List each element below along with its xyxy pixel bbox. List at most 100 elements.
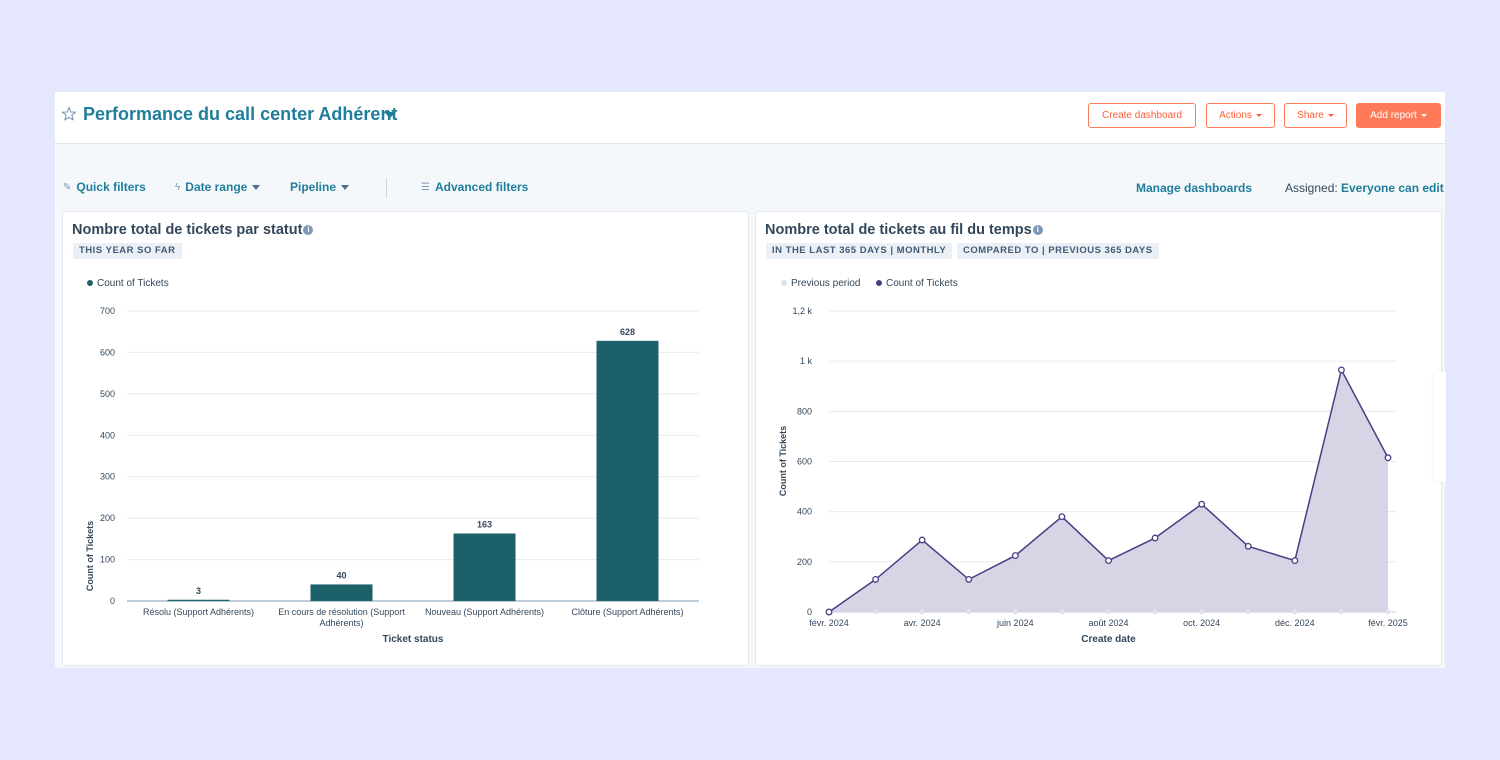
assigned-value-link[interactable]: Everyone can edit [1341, 181, 1444, 195]
y-tick-label: 0 [110, 596, 115, 606]
area-chart: Previous period Count of Tickets 0 200 400 60… [778, 278, 1408, 645]
x-tick-label: févr. 2025 [1368, 618, 1408, 628]
sliders-icon: ☰ [421, 181, 430, 193]
date-range-filter[interactable]: ϟ Date range [175, 180, 261, 194]
add-report-caret-icon [1420, 114, 1427, 117]
x-tick-label: avr. 2024 [904, 618, 941, 628]
legend-label-count: Count of Tickets [886, 278, 958, 289]
y-tick-label: 100 [100, 555, 115, 565]
point-previous [1106, 609, 1111, 615]
point-previous [1385, 609, 1391, 615]
bar-value-label: 40 [336, 570, 346, 580]
y-tick-label: 400 [797, 507, 812, 517]
assigned-label: Assigned: [1285, 181, 1338, 195]
y-tick-label: 800 [797, 406, 812, 416]
actions-label: Actions [1219, 110, 1252, 121]
x-axis-title: Ticket status [383, 634, 444, 645]
manage-dashboards-label: Manage dashboards [1136, 181, 1253, 195]
report-card-tickets-by-status[interactable]: Nombre total de tickets par statut i THIS… [62, 211, 749, 666]
pipeline-caret-icon [341, 184, 350, 190]
x-tick-label: août 2024 [1088, 618, 1128, 628]
quick-filters-link[interactable]: ✎ Quick filters [63, 180, 146, 194]
data-point [1058, 513, 1066, 521]
data-point [1198, 500, 1206, 508]
pipeline-filter[interactable]: Pipeline [290, 180, 350, 194]
y-tick-label: 600 [797, 457, 812, 467]
assigned-value: Everyone can edit [1341, 181, 1444, 195]
y-tick-label: 1 k [800, 356, 813, 366]
y-tick-label: 700 [100, 306, 115, 316]
bar [596, 340, 659, 601]
x-tick-label: févr. 2024 [809, 618, 849, 628]
x-tick-label: déc. 2024 [1275, 618, 1315, 628]
point-previous [919, 609, 925, 615]
y-tick-label: 300 [100, 472, 115, 482]
card-title-text: Nombre total de tickets au fil du temps [765, 222, 1032, 238]
add-report-label: Add report [1370, 110, 1417, 121]
advanced-filters-link[interactable]: ☰ Advanced filters [421, 180, 528, 194]
x-tick-label: Résolu (Support Adhérents) [143, 607, 254, 617]
point-previous [1292, 609, 1298, 615]
favorite-star-icon[interactable] [61, 106, 77, 122]
dashboard-app: Performance du call center Adhérent Crea… [55, 92, 1445, 668]
date-range-caret-icon [252, 184, 261, 190]
lightning-icon: ϟ [175, 181, 181, 193]
x-tick-label: Nouveau (Support Adhérents) [425, 607, 544, 617]
point-previous [1059, 609, 1065, 615]
filter-divider [386, 178, 387, 198]
quick-filters-label: Quick filters [76, 180, 146, 194]
y-axis-title: Count of Tickets [778, 426, 788, 496]
bar [167, 599, 230, 601]
comparison-tag: COMPARED TO | PREVIOUS 365 DAYS [957, 243, 1159, 259]
info-icon[interactable]: i [1032, 225, 1043, 235]
report-card-tickets-over-time[interactable]: Nombre total de tickets au fil du temps i… [755, 211, 1442, 666]
bar [453, 533, 516, 601]
actions-button[interactable]: Actions [1206, 103, 1275, 128]
legend-marker-previous [781, 280, 787, 286]
advanced-filters-label: Advanced filters [434, 180, 529, 194]
data-point [872, 575, 880, 583]
x-tick-label: juin 2024 [996, 618, 1034, 628]
create-dashboard-button[interactable]: Create dashboard [1088, 103, 1196, 128]
date-range-tag: THIS YEAR SO FAR [73, 243, 182, 259]
pipeline-label: Pipeline [290, 180, 337, 194]
bar-value-label: 163 [477, 519, 492, 529]
area-fill [829, 369, 1388, 612]
date-range-tag: IN THE LAST 365 DAYS | MONTHLY [766, 243, 953, 259]
side-panel-handle[interactable] [1434, 372, 1446, 482]
share-button[interactable]: Share [1284, 103, 1347, 128]
legend-label-previous: Previous period [791, 278, 860, 289]
point-previous [1152, 609, 1158, 615]
y-tick-label: 200 [100, 513, 115, 523]
point-previous [1338, 609, 1344, 615]
y-tick-label: 0 [807, 607, 812, 617]
data-point [1337, 366, 1345, 374]
data-point [1105, 557, 1112, 565]
card-title-text: Nombre total de tickets par statut [72, 222, 303, 238]
card-title: Nombre total de tickets par statut i [72, 222, 314, 238]
card-title: Nombre total de tickets au fil du temps i [765, 222, 1043, 238]
bar-value-label: 628 [620, 327, 635, 337]
y-axis-title: Count of Tickets [85, 521, 95, 591]
info-icon[interactable]: i [303, 225, 314, 235]
add-report-button[interactable]: Add report [1356, 103, 1441, 128]
y-tick-label: 1,2 k [792, 306, 812, 316]
bar [310, 584, 373, 601]
bar-value-label: 3 [196, 586, 201, 596]
data-point [918, 536, 926, 544]
date-range-label: Date range [185, 180, 248, 194]
legend-marker-count [87, 280, 93, 286]
y-tick-label: 500 [100, 389, 115, 399]
data-point [1291, 557, 1299, 565]
data-point [825, 608, 833, 616]
data-point [1151, 534, 1159, 542]
dashboard-header: Performance du call center Adhérent Crea… [55, 92, 1445, 144]
dashboard-switcher-chevron-icon[interactable] [384, 112, 396, 118]
manage-dashboards-link[interactable]: Manage dashboards [1136, 181, 1252, 195]
data-point [1384, 454, 1392, 462]
dashboard-title[interactable]: Performance du call center Adhérent [83, 104, 398, 124]
x-tick-label: oct. 2024 [1183, 618, 1220, 628]
y-tick-label: 400 [100, 430, 115, 440]
actions-caret-icon [1255, 114, 1262, 117]
y-tick-label: 600 [100, 347, 115, 357]
